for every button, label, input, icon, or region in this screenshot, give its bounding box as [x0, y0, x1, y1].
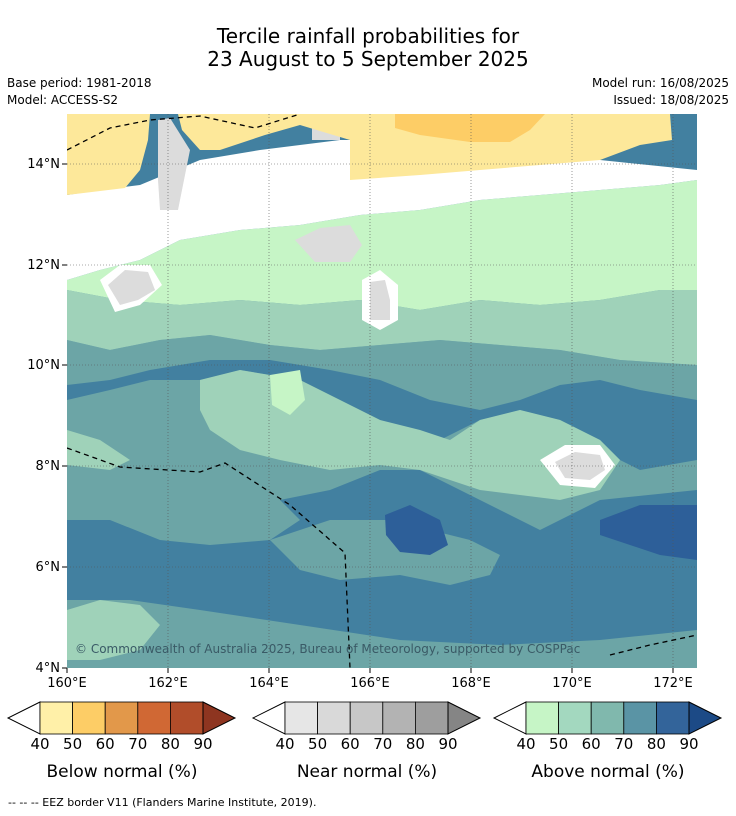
colorbar-near-max-extend [447, 701, 482, 735]
colorbar-below-swatch [104, 701, 139, 735]
lon-label-164: 164°E [249, 676, 289, 691]
region-near-50-north [295, 225, 362, 262]
colorbar-group [6, 701, 723, 735]
base-period: Base period: 1981-2018 [7, 76, 152, 90]
colorbar-below-tick: 40 [30, 735, 50, 753]
colorbar-near-tick: 60 [340, 735, 360, 753]
map-area [67, 114, 697, 668]
region-above-70-north [67, 335, 697, 410]
colorbar-above-swatch [525, 701, 559, 735]
colorbar-above-tick: 40 [516, 735, 536, 753]
colorbar-near-tick: 90 [438, 735, 458, 753]
colorbar-near-tick: 40 [275, 735, 295, 753]
colorbar-below-swatch [72, 701, 106, 735]
colorbar-below-swatch [39, 701, 73, 735]
colorbar-above-max-extend [688, 701, 723, 735]
region-above-70-south [67, 600, 697, 668]
axis-ticks [62, 163, 674, 673]
region-below-50-north [178, 114, 672, 180]
map-title-line2: 23 August to 5 September 2025 [207, 47, 529, 71]
region-blank [67, 140, 697, 280]
colorbar-below-tick: 90 [193, 735, 213, 753]
colorbar-near-swatch [382, 701, 416, 735]
colorbar-above-tick: 50 [549, 735, 569, 753]
lon-label-160: 160°E [47, 676, 87, 691]
lat-label-14: 14°N [27, 157, 60, 172]
lat-label-12: 12°N [27, 258, 60, 273]
colorbar-above-label: Above normal (%) [531, 762, 685, 782]
lat-label-10: 10°N [27, 358, 60, 373]
colorbar-above-min-extend [492, 701, 527, 735]
copyright-notice: © Commonwealth of Australia 2025, Bureau… [75, 642, 580, 656]
region-above-90-west [385, 505, 448, 555]
colorbar-below-min-extend [6, 701, 41, 735]
region-below-50-west [67, 114, 150, 195]
region-below-60 [395, 114, 545, 142]
graticule [67, 114, 697, 668]
region-above-60-central [200, 370, 620, 500]
colorbar-above-tick: 60 [581, 735, 601, 753]
colorbar-near-swatch [284, 701, 318, 735]
lat-label-4: 4°N [36, 661, 61, 676]
colorbar-above-tick: 70 [614, 735, 634, 753]
colorbar-below-tick: 80 [160, 735, 180, 753]
colorbar-near-swatch [349, 701, 384, 735]
colorbar-above-swatch [656, 701, 690, 735]
lat-label-6: 6°N [36, 560, 61, 575]
eez-footnote: -- -- -- EEZ border V11 (Flanders Marine… [8, 796, 317, 809]
region-above-60-southwest [67, 600, 160, 660]
issued-date: Issued: 18/08/2025 [613, 93, 729, 107]
colorbar-above-tick: 90 [679, 735, 699, 753]
colorbar-above-swatch [623, 701, 657, 735]
colorbar-below-swatch [169, 701, 204, 735]
colorbar-near-tick: 80 [405, 735, 425, 753]
colorbar-below-label: Below normal (%) [46, 762, 198, 782]
colorbar-near-tick: 70 [373, 735, 393, 753]
lon-label-170: 170°E [552, 676, 592, 691]
lon-label-166: 166°E [350, 676, 390, 691]
colorbar-near-label: Near normal (%) [296, 762, 438, 782]
colorbar-below-tick: 60 [95, 735, 115, 753]
region-near-50-northwest [158, 118, 190, 210]
model-name: Model: ACCESS-S2 [7, 93, 119, 107]
region-above-50 [67, 180, 697, 310]
eez-border [67, 114, 697, 668]
lat-label-8: 8°N [36, 459, 61, 474]
colorbar-near-tick: 50 [308, 735, 328, 753]
map-title-line1: Tercile rainfall probabilities for [216, 24, 520, 48]
colorbar-above-tick: 80 [646, 735, 666, 753]
region-above-50-patch [270, 370, 305, 415]
colorbar-near-swatch [414, 701, 449, 735]
colorbar-below-swatch [137, 701, 171, 735]
lon-label-162: 162°E [148, 676, 188, 691]
lon-label-168: 168°E [451, 676, 491, 691]
colorbar-above-swatch [558, 701, 592, 735]
region-above-60-west [67, 430, 130, 470]
colorbar-near-swatch [317, 701, 351, 735]
model-run: Model run: 16/08/2025 [591, 76, 729, 90]
colorbar-above-swatch [590, 701, 625, 735]
region-near-50-west [108, 270, 155, 305]
colorbar-near-min-extend [251, 701, 286, 735]
colorbar-below-max-extend [202, 701, 237, 735]
colorbar-below-tick: 70 [128, 735, 148, 753]
region-near-50-central [370, 280, 390, 320]
colorbar-below-tick: 50 [63, 735, 83, 753]
lon-label-172: 172°E [653, 676, 693, 691]
